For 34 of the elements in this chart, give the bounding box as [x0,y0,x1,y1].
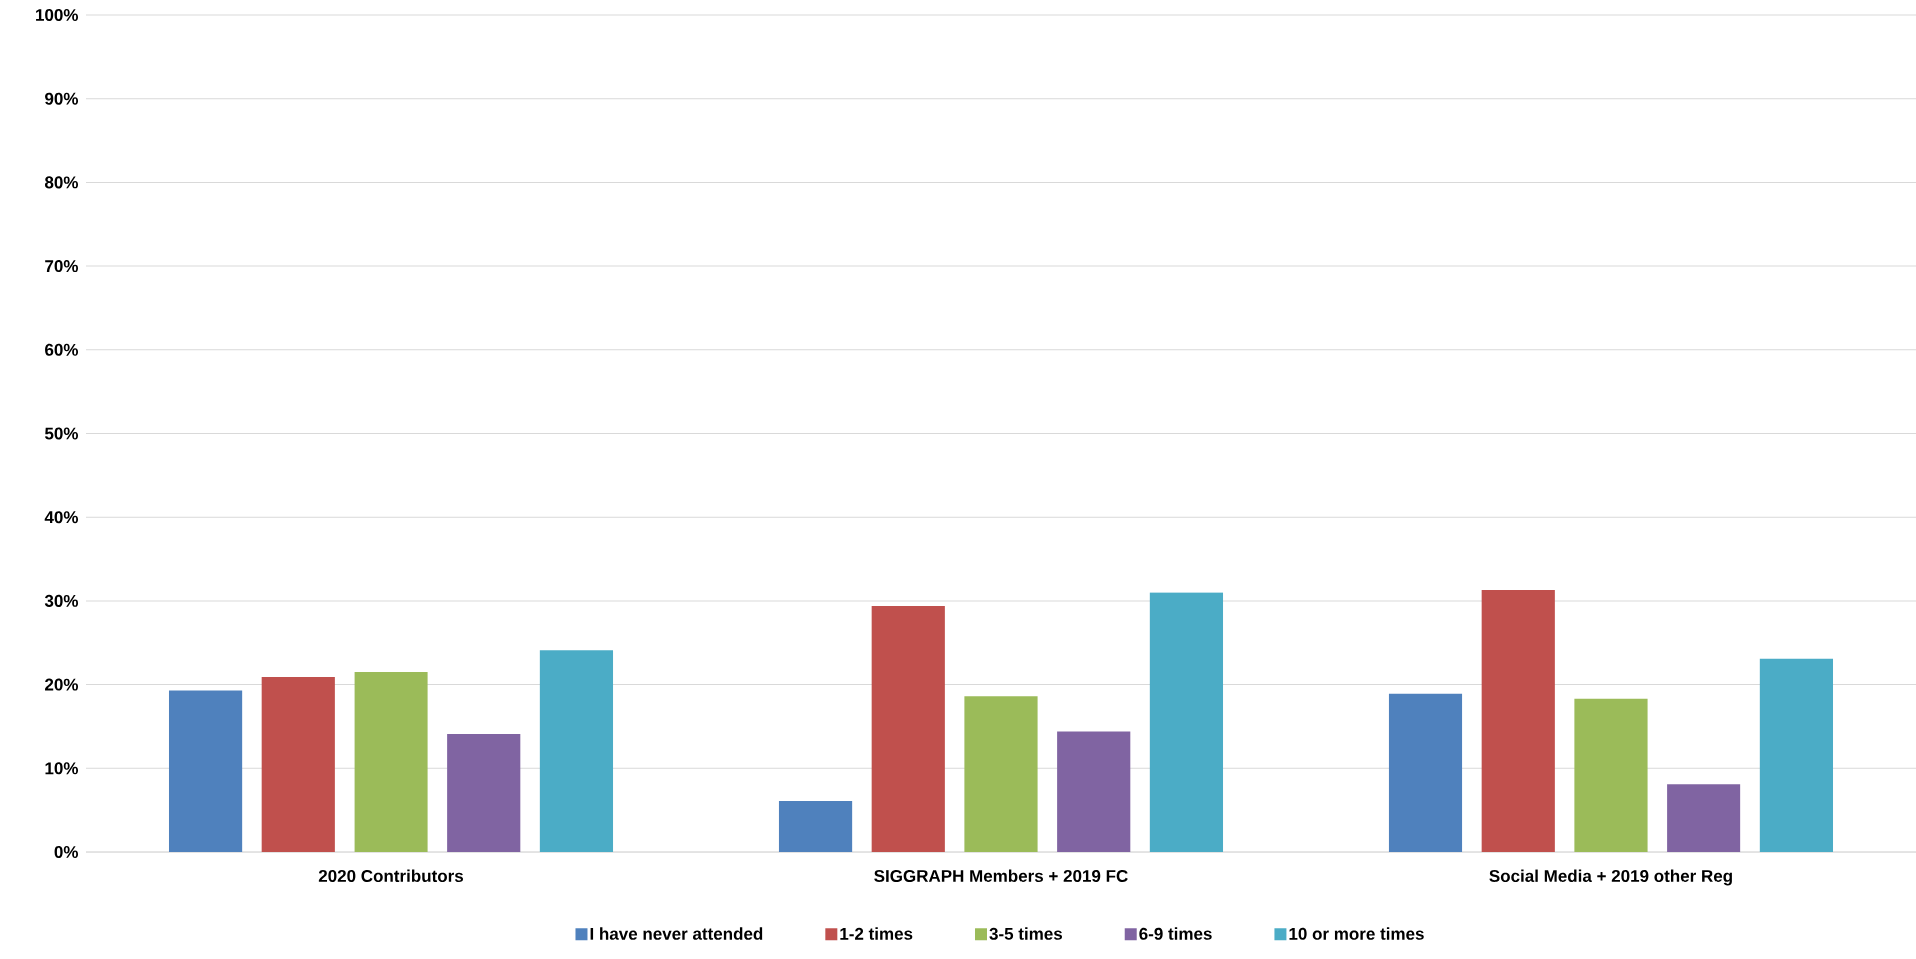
legend-label: 6-9 times [1139,927,1212,940]
legend-label: 10 or more times [1289,927,1424,940]
y-tick-label: 10% [45,762,79,775]
y-tick-label: 100% [36,8,79,22]
bar [871,605,945,852]
bar [1481,590,1555,852]
x-tick-label: SIGGRAPH Members + 2019 FC [874,869,1128,883]
y-tick-label: 20% [45,678,79,691]
bar [964,696,1038,852]
y-tick-label: 80% [44,176,79,189]
bar [1759,658,1834,852]
bar [1667,784,1741,852]
y-tick-label: 70% [45,260,79,273]
y-tick-label: 0% [54,845,79,859]
bar [1149,592,1224,852]
bar [168,690,243,852]
x-tick-label: 2020 Contributors [318,869,464,883]
bar [447,733,521,852]
y-tick-label: 90% [45,92,79,105]
y-tick-label: 60% [45,343,79,356]
bar [1574,698,1648,852]
legend-label: 1-2 times [840,927,913,940]
bar [1388,693,1463,852]
bar [261,677,335,852]
bar [539,650,614,852]
bar [354,672,428,852]
x-tick-label: Social Media + 2019 other Reg [1489,869,1732,886]
y-tick-label: 40% [44,511,79,524]
y-tick-label: 30% [44,594,79,607]
bar [1057,731,1131,852]
legend-label: 3-5 times [989,927,1062,940]
legend-label: I have never attended [590,927,763,940]
y-tick-label: 50% [44,427,79,440]
bar [778,800,853,852]
